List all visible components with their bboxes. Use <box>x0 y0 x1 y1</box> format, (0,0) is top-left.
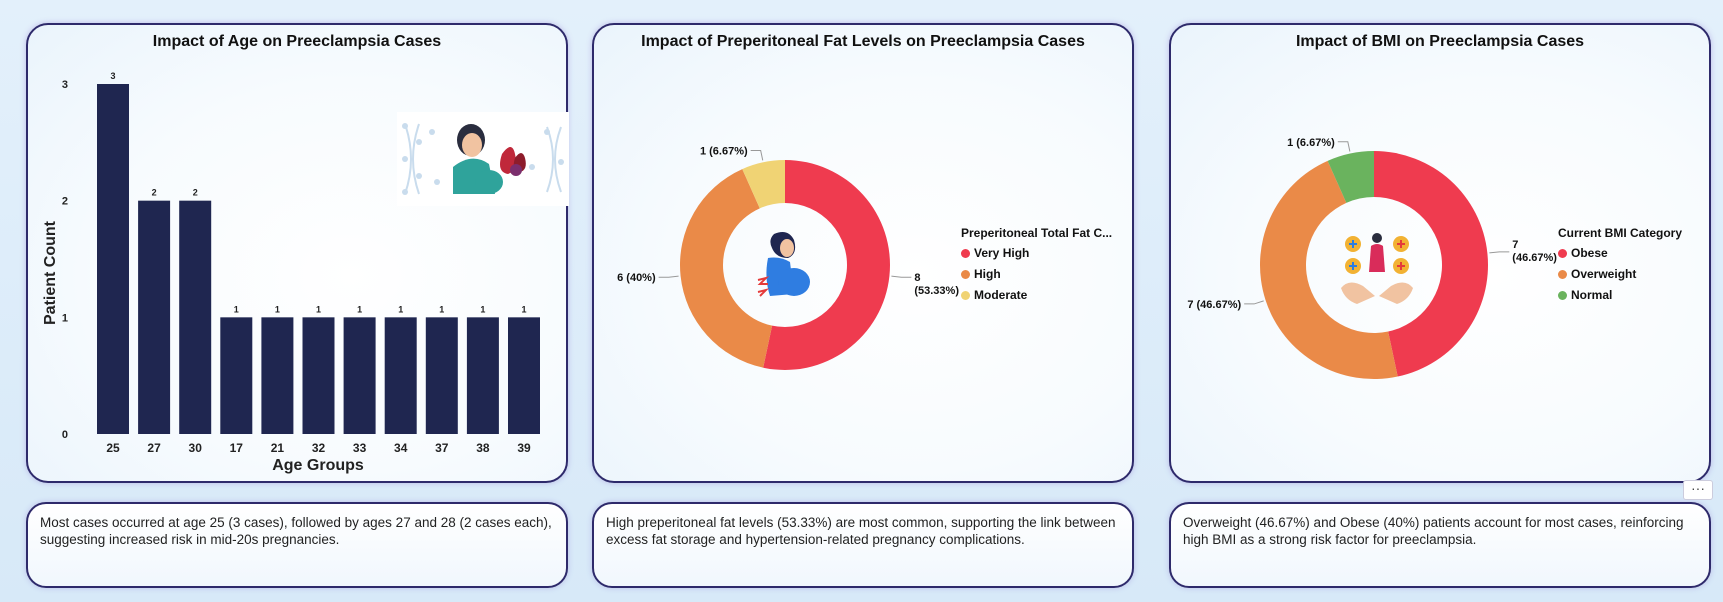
bar-data-label: 1 <box>521 304 526 314</box>
pregnant-woman-pain-icon <box>757 232 810 297</box>
slice-data-label: 7 (46.67%) <box>1187 299 1241 311</box>
bmi-donut-chart: 7(46.67%) 7 (46.67%) 1 (6.67%) <box>1187 137 1557 379</box>
bar[interactable] <box>261 317 294 434</box>
x-tick-label: 39 <box>517 441 531 455</box>
legend-dot-icon <box>961 290 970 300</box>
pregnancy-care-hands-icon <box>1341 233 1413 304</box>
bar[interactable] <box>220 317 253 434</box>
fat-legend-label: High <box>974 267 1001 281</box>
x-tick-label: 17 <box>230 441 244 455</box>
x-tick-label: 21 <box>271 441 285 455</box>
bmi-legend-item[interactable]: Overweight <box>1558 267 1682 281</box>
legend-dot-icon <box>961 248 970 258</box>
donut-slice[interactable] <box>1374 151 1488 377</box>
age-insight-note: Most cases occurred at age 25 (3 cases),… <box>26 502 568 588</box>
bmi-legend-item[interactable]: Obese <box>1558 246 1682 260</box>
bar-data-label: 1 <box>357 304 362 314</box>
y-axis-label: Patient Count <box>42 220 59 325</box>
bar-data-label: 1 <box>275 304 280 314</box>
bmi-legend-title: Current BMI Category <box>1558 226 1683 240</box>
leader-line <box>891 275 912 278</box>
fat-insight-note: High preperitoneal fat levels (53.33%) a… <box>592 502 1134 588</box>
donut-slice[interactable] <box>680 169 773 368</box>
x-tick-label: 27 <box>147 441 161 455</box>
bar-data-label: 2 <box>193 188 198 198</box>
age-chart-title: Impact of Age on Preeclampsia Cases <box>152 33 442 50</box>
donut-slice[interactable] <box>1327 151 1374 203</box>
y-tick-label: 0 <box>62 429 68 441</box>
bmi-chart-card[interactable]: Impact of BMI on Preeclampsia Cases 7 (46… <box>1169 23 1711 483</box>
bar-data-label: 1 <box>316 304 321 314</box>
y-tick-label: 3 <box>62 79 68 91</box>
slice-data-label: 8 <box>914 272 920 284</box>
slice-data-label: 1 (6.67%) <box>700 146 748 158</box>
legend-dot-icon <box>1558 290 1567 300</box>
bmi-legend-label: Obese <box>1571 246 1608 260</box>
bmi-chart-title: Impact of BMI on Preeclampsia Cases <box>1295 33 1585 50</box>
bar-data-label: 2 <box>152 188 157 198</box>
bmi-legend-item[interactable]: Normal <box>1558 288 1682 302</box>
leader-line <box>1489 251 1510 254</box>
x-tick-label: 32 <box>312 441 326 455</box>
x-tick-label: 33 <box>353 441 367 455</box>
bmi-insight-note: Overweight (46.67%) and Obese (40%) pati… <box>1169 502 1711 588</box>
fat-donut-chart: 8(53.33%) 6 (40%) 1 (6.67%) <box>617 146 959 370</box>
fat-legend: Preperitoneal Total Fat C... Very High H… <box>961 226 1112 309</box>
x-tick-label: 30 <box>189 441 203 455</box>
leader-line <box>750 150 764 161</box>
pregnant-woman-dna-icon <box>397 112 569 206</box>
slice-data-label: (46.67%) <box>1512 252 1557 264</box>
x-tick-label: 37 <box>435 441 449 455</box>
legend-dot-icon <box>1558 248 1567 258</box>
bar[interactable] <box>425 317 458 434</box>
bar-data-label: 1 <box>398 304 403 314</box>
age-chart-card[interactable]: Impact of Age on Preeclampsia Cases Pati… <box>26 23 569 483</box>
bar-data-label: 1 <box>439 304 444 314</box>
more-options-button[interactable]: ··· <box>1683 480 1713 500</box>
x-axis-label: Age Groups <box>272 457 364 474</box>
bar-data-label: 3 <box>110 71 115 81</box>
leader-line <box>1337 141 1351 152</box>
fat-legend-title: Preperitoneal Total Fat C... <box>961 226 1113 240</box>
bmi-legend: Current BMI Category Obese Overweight No… <box>1558 226 1682 309</box>
legend-dot-icon <box>961 269 970 279</box>
slice-data-label: 6 (40%) <box>617 272 656 284</box>
fat-legend-label: Very High <box>974 246 1030 260</box>
x-tick-label: 25 <box>106 441 120 455</box>
donut-slice[interactable] <box>763 160 890 370</box>
legend-dot-icon <box>1558 269 1567 279</box>
bar[interactable] <box>508 317 540 434</box>
leader-line <box>658 275 679 278</box>
bar[interactable] <box>179 200 212 434</box>
slice-data-label: 7 <box>1512 239 1518 251</box>
bar-data-label: 1 <box>480 304 485 314</box>
bar[interactable] <box>466 317 499 434</box>
slice-data-label: (53.33%) <box>914 285 959 297</box>
bar[interactable] <box>97 84 129 434</box>
bar[interactable] <box>302 317 335 434</box>
bar-data-label: 1 <box>234 304 239 314</box>
donut-slice[interactable] <box>1260 160 1398 379</box>
y-tick-label: 1 <box>62 312 68 324</box>
slice-data-label: 1 (6.67%) <box>1287 137 1335 149</box>
bmi-legend-label: Normal <box>1571 288 1613 302</box>
age-bar-chart: Patient Count Age Groups 0 1 2 3 3 25 2 27 2 30 1… <box>42 71 540 474</box>
bar[interactable] <box>343 317 376 434</box>
fat-chart-title: Impact of Preperitoneal Fat Levels on Pr… <box>641 33 1085 50</box>
fat-legend-item[interactable]: Very High <box>961 246 1112 260</box>
bar[interactable] <box>384 317 417 434</box>
x-tick-label: 34 <box>394 441 408 455</box>
bmi-legend-label: Overweight <box>1571 267 1637 281</box>
fat-chart-card[interactable]: Impact of Preperitoneal Fat Levels on Pr… <box>592 23 1134 483</box>
x-tick-label: 38 <box>476 441 490 455</box>
leader-line <box>1244 300 1264 305</box>
fat-legend-item[interactable]: Moderate <box>961 288 1112 302</box>
y-tick-label: 2 <box>62 196 68 208</box>
bar[interactable] <box>138 200 171 434</box>
fat-legend-label: Moderate <box>974 288 1028 302</box>
fat-legend-item[interactable]: High <box>961 267 1112 281</box>
donut-slice[interactable] <box>742 160 785 209</box>
